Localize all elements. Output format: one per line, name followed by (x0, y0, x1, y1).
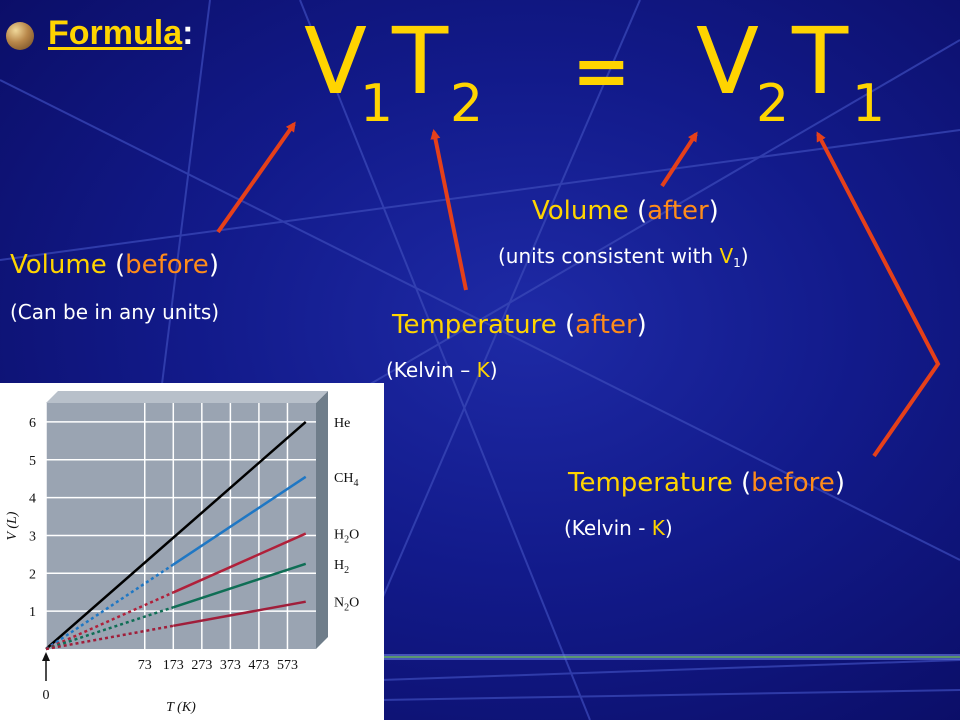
x-tick-label: 473 (248, 658, 269, 673)
equation-v2: V (696, 8, 759, 115)
volume-after-word: Volume (532, 196, 629, 226)
series-line-h2 (172, 562, 307, 609)
chart-svg: 73 173 273 373 473 573 1 2 3 4 5 6 0 T (K) V (L) He CH4 H… (5, 391, 359, 715)
y-axis-label: V (L) (5, 511, 20, 540)
note-volume-after-text: (units consistent with (498, 244, 720, 268)
series-line-ch4 (172, 475, 307, 566)
x-tick-label: 273 (191, 658, 212, 673)
temperature-before-word: Temperature (568, 468, 733, 498)
equation-v1-subscript: 1 (360, 74, 394, 134)
plot-top-panel (46, 391, 328, 403)
series-label-n2o: N2O (334, 596, 359, 614)
volume-before-qualifier: before (125, 250, 209, 280)
y-tick-label: 6 (29, 416, 36, 431)
arrow-temperature-before (816, 131, 941, 458)
plot-side-panel (316, 391, 328, 649)
volume-after-close: ) (708, 196, 719, 226)
volume-before-word: Volume (10, 250, 107, 280)
arrow-volume-after (660, 131, 698, 188)
x-axis-label: T (K) (166, 700, 196, 715)
note-volume-after-close: ) (740, 244, 749, 268)
equation-v2-subscript: 2 (756, 74, 790, 134)
temperature-after-word: Temperature (392, 310, 557, 340)
formula-heading: Formula: (48, 14, 193, 53)
series-label-ch4: CH4 (334, 471, 358, 489)
temperature-after-qualifier: after (575, 310, 637, 340)
origin-arrowhead (42, 652, 50, 661)
arrow-temperature-after (430, 129, 468, 291)
note-temperature-before: (Kelvin - K) (564, 516, 673, 540)
series-label-he: He (334, 416, 350, 431)
series-extrapolated-h2 (45, 606, 174, 651)
series-extrapolated-h2o (45, 591, 174, 651)
equation-t1: T (792, 8, 848, 115)
equation-v1: V (304, 8, 367, 115)
y-tick-label: 5 (29, 454, 36, 469)
x-tick-label: 573 (277, 658, 298, 673)
v1-letter: V (304, 8, 367, 115)
y-tick-label: 3 (29, 529, 36, 544)
volume-temperature-chart: 73 173 273 373 473 573 1 2 3 4 5 6 0 T (K) V (L) He CH4 H… (0, 383, 384, 720)
note-temperature-after-k: K (476, 358, 490, 382)
series-extrapolated-ch4 (45, 563, 174, 651)
note-volume-after-v: V (719, 244, 734, 268)
formula-heading-colon: : (182, 14, 194, 52)
origin-zero-label: 0 (43, 688, 50, 703)
temperature-after-close: ) (636, 310, 647, 340)
x-tick-label: 373 (220, 658, 241, 673)
label-temperature-after: Temperature (after) (392, 310, 647, 340)
series-line-h2o (172, 532, 307, 594)
series-label-h2: H2 (334, 558, 349, 576)
y-tick-label: 1 (29, 605, 36, 620)
series-line-n2o (173, 600, 306, 628)
arrow-volume-before (216, 121, 296, 234)
series-label-h2o: H2O (334, 528, 359, 546)
volume-after-qualifier: after (647, 196, 709, 226)
x-tick-label: 73 (138, 658, 152, 673)
formula-heading-text: Formula (48, 14, 183, 52)
temperature-before-close: ) (834, 468, 845, 498)
note-temperature-after-b: ) (489, 358, 498, 382)
series-line-he (45, 420, 307, 650)
volume-after-open: ( (628, 196, 648, 226)
note-temperature-after-a: (Kelvin – (386, 358, 477, 382)
note-temperature-before-k: K (651, 516, 665, 540)
volume-before-open: ( (106, 250, 126, 280)
bullet-icon (6, 22, 34, 50)
note-volume-after: (units consistent with V1) (498, 244, 749, 270)
x-tick-label: 173 (163, 658, 184, 673)
note-temperature-before-b: ) (664, 516, 673, 540)
temperature-after-open: ( (556, 310, 576, 340)
temperature-before-qualifier: before (751, 468, 835, 498)
note-temperature-after: (Kelvin – K) (386, 358, 498, 382)
temperature-before-open: ( (732, 468, 752, 498)
equation-equals: = (572, 30, 631, 112)
equation-t1-subscript: 1 (852, 74, 886, 134)
y-tick-label: 2 (29, 567, 36, 582)
label-temperature-before: Temperature (before) (568, 468, 845, 498)
equation-t2: T (392, 8, 448, 115)
volume-before-close: ) (208, 250, 219, 280)
note-temperature-before-a: (Kelvin - (564, 516, 652, 540)
y-tick-label: 4 (29, 492, 36, 507)
note-volume-after-sub: 1 (733, 256, 741, 271)
equation-t2-subscript: 2 (450, 74, 484, 134)
label-volume-before: Volume (before) (10, 250, 219, 280)
label-volume-after: Volume (after) (532, 196, 719, 226)
note-volume-before: (Can be in any units) (10, 300, 220, 324)
